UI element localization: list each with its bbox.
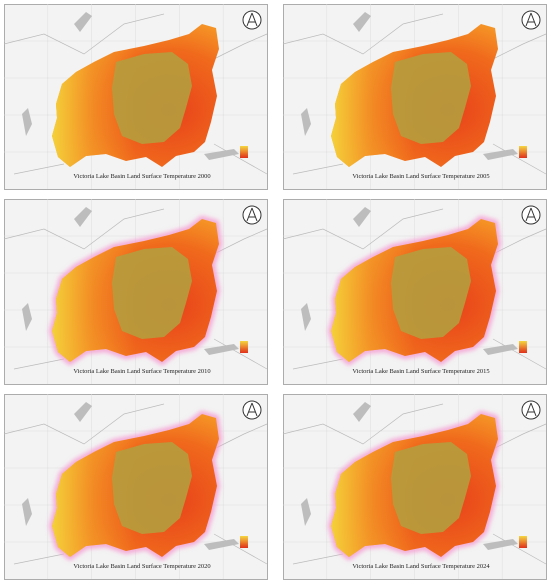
water-body — [22, 303, 32, 331]
water-body — [204, 344, 239, 355]
water-body — [74, 402, 92, 422]
legend-bar — [519, 536, 527, 548]
water-body — [22, 108, 32, 136]
map-panel: Victoria Lake Basin Land Surface Tempera… — [3, 394, 268, 580]
water-body — [74, 207, 92, 227]
border-line — [282, 13, 547, 175]
legend-bar — [240, 146, 248, 158]
water-body — [301, 108, 311, 136]
water-body — [353, 402, 371, 422]
map-title: Victoria Lake Basin Land Surface Tempera… — [73, 368, 210, 375]
water-body — [301, 303, 311, 331]
north-arrow-glyph — [246, 207, 258, 222]
north-arrow-glyph — [246, 12, 258, 27]
water-body — [204, 149, 239, 160]
map-title: Victoria Lake Basin Land Surface Tempera… — [73, 173, 210, 180]
legend-bar — [240, 341, 248, 353]
water-body — [353, 12, 371, 32]
legend-bar — [240, 536, 248, 548]
lake-victoria — [391, 442, 471, 534]
map-panel: Victoria Lake Basin Land Surface Tempera… — [282, 199, 547, 385]
lake-victoria — [391, 52, 471, 144]
water-body — [483, 344, 518, 355]
map-panel: Victoria Lake Basin Land Surface Tempera… — [3, 4, 268, 190]
map-panel: Victoria Lake Basin Land Surface Tempera… — [282, 4, 547, 190]
north-arrow-glyph — [525, 12, 537, 27]
border-line — [3, 208, 268, 370]
water-body — [74, 12, 92, 32]
water-body — [301, 498, 311, 526]
water-body — [22, 498, 32, 526]
water-body — [353, 207, 371, 227]
map-title: Victoria Lake Basin Land Surface Tempera… — [73, 563, 210, 570]
map-title: Victoria Lake Basin Land Surface Tempera… — [352, 173, 489, 180]
map-panel: Victoria Lake Basin Land Surface Tempera… — [282, 394, 547, 580]
border-line — [282, 208, 547, 370]
lake-victoria — [112, 442, 192, 534]
border-line — [3, 13, 268, 175]
map-title: Victoria Lake Basin Land Surface Tempera… — [352, 368, 489, 375]
legend-bar — [519, 146, 527, 158]
border-line — [282, 403, 547, 565]
map-title: Victoria Lake Basin Land Surface Tempera… — [352, 563, 490, 570]
north-arrow-glyph — [525, 402, 537, 417]
lake-victoria — [391, 247, 471, 339]
north-arrow-glyph — [246, 402, 258, 417]
border-line — [3, 403, 268, 565]
water-body — [483, 149, 518, 160]
map-panel: Victoria Lake Basin Land Surface Tempera… — [3, 199, 268, 385]
water-body — [483, 539, 518, 550]
legend-bar — [519, 341, 527, 353]
north-arrow-glyph — [525, 207, 537, 222]
lake-victoria — [112, 52, 192, 144]
lake-victoria — [112, 247, 192, 339]
water-body — [204, 539, 239, 550]
